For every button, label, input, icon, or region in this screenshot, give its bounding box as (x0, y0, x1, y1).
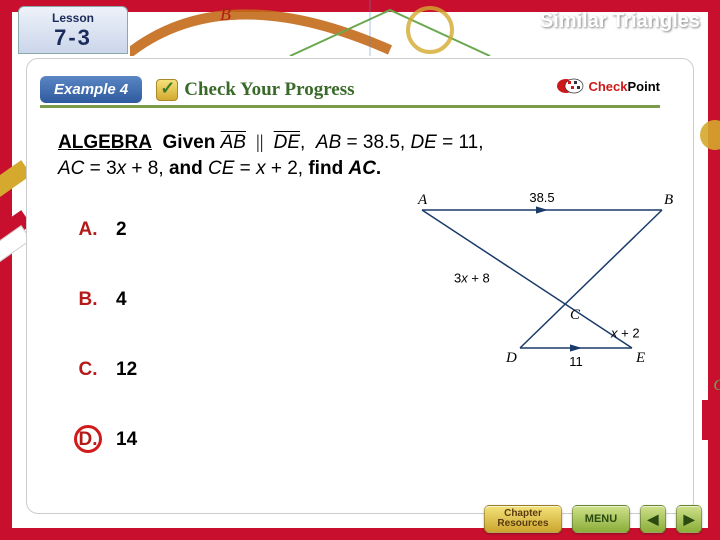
left-decoration (0, 60, 26, 500)
example-pill: Example 4 (40, 76, 142, 103)
chapter-title: Similar Triangles (540, 10, 700, 33)
triangle-figure: A B C D E 38.5 3x + 8 x + 2 11 (412, 190, 672, 400)
answer-choice-d[interactable]: D. 14 (74, 425, 137, 453)
top-banner: Lesson 7-3 B Similar Triangles (0, 0, 720, 58)
checkpoint-badge: CheckPoint (556, 76, 660, 96)
checkpoint-icon (556, 76, 584, 96)
chapter-resources-button[interactable]: Chapter Resources (484, 505, 562, 533)
svg-text:x + 2: x + 2 (610, 326, 640, 341)
lesson-number: 7-3 (19, 25, 127, 51)
answer-letter: C. (74, 355, 102, 383)
svg-text:11: 11 (569, 354, 583, 369)
problem-statement: ALGEBRA Given AB || DE, AB = 38.5, DE = … (58, 130, 662, 181)
lesson-tab: Lesson 7-3 (18, 6, 128, 54)
bottom-nav: Chapter Resources MENU ◀ ▶ (0, 498, 720, 540)
right-decoration: C (694, 60, 720, 500)
answer-choices: A. 2 B. 4 C. 12 D. 14 (74, 215, 137, 495)
svg-text:B: B (220, 4, 231, 24)
example-bar: Example 4 Check Your Progress CheckPoint (40, 74, 660, 108)
svg-text:C: C (570, 307, 581, 323)
answer-letter: B. (74, 285, 102, 313)
next-button[interactable]: ▶ (676, 505, 702, 533)
svg-text:E: E (635, 350, 645, 366)
check-your-progress-label: Check Your Progress (184, 79, 354, 101)
answer-value: 2 (116, 220, 127, 239)
svg-text:38.5: 38.5 (529, 190, 554, 205)
svg-text:A: A (417, 192, 428, 208)
answer-value: 14 (116, 430, 137, 449)
top-decoration: B (130, 0, 570, 56)
svg-text:B: B (664, 192, 673, 208)
answer-value: 12 (116, 360, 137, 379)
answer-value: 4 (116, 290, 127, 309)
menu-button[interactable]: MENU (572, 505, 630, 533)
answer-letter-correct: D. (74, 425, 102, 453)
svg-text:D: D (505, 350, 517, 366)
answer-choice-a[interactable]: A. 2 (74, 215, 137, 243)
answer-letter: A. (74, 215, 102, 243)
svg-text:3x + 8: 3x + 8 (454, 271, 490, 286)
prev-button[interactable]: ◀ (640, 505, 666, 533)
checkpoint-text: CheckPoint (588, 79, 660, 94)
answer-choice-b[interactable]: B. 4 (74, 285, 137, 313)
lesson-label: Lesson (19, 11, 127, 25)
checkmark-icon (156, 79, 178, 101)
answer-choice-c[interactable]: C. 12 (74, 355, 137, 383)
